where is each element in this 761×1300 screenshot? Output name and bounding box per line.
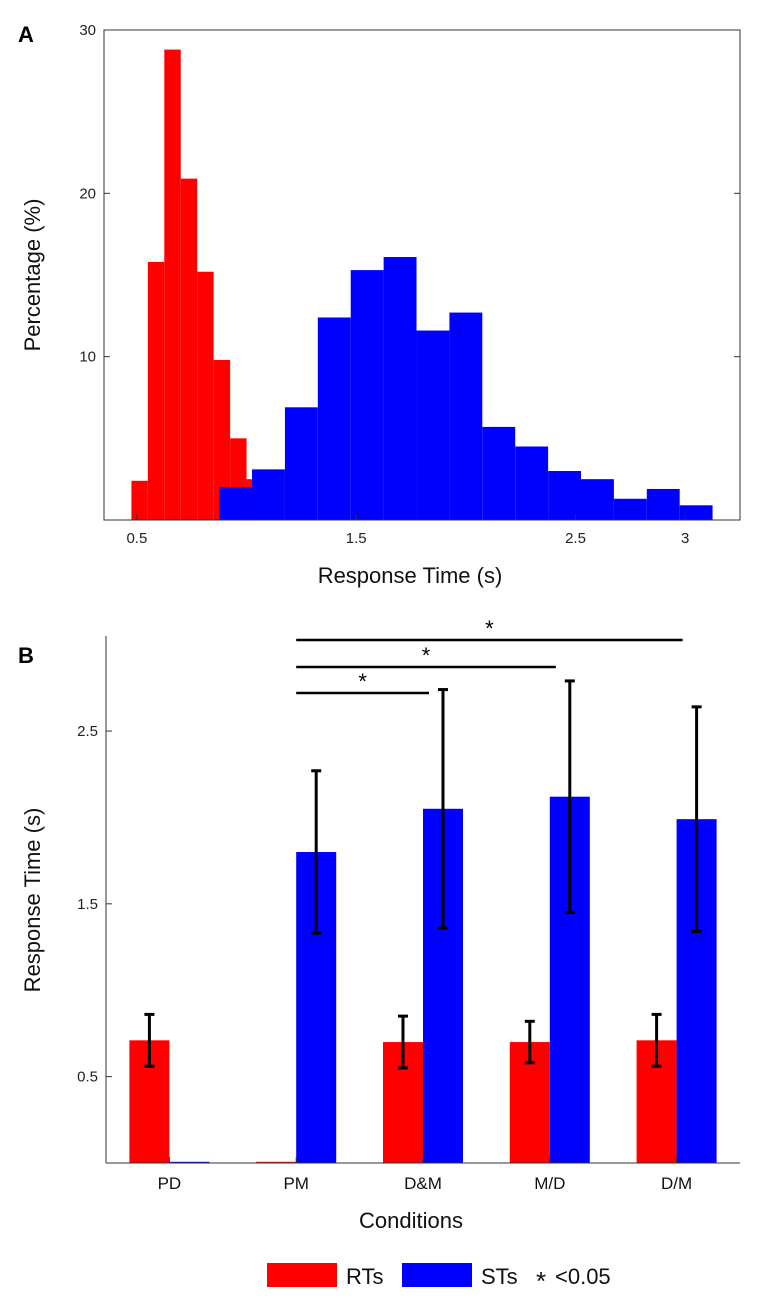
panel-b-bars (129, 796, 717, 1163)
sts-bin-13 (646, 488, 680, 520)
significance-star-M/D: * (422, 643, 431, 668)
panel-a-label: A (18, 22, 34, 47)
rts-error-bar-PD (144, 1012, 155, 1068)
x-tick-label: 2.5 (565, 530, 586, 547)
category-label-PM: PM (283, 1174, 309, 1193)
legend-asterisk: * (536, 1266, 546, 1296)
sts-bin-0 (219, 487, 253, 520)
y-tick-label: 10 (79, 349, 96, 366)
legend: RTs STs * <0.05 (267, 1263, 611, 1296)
sts-bin-8 (482, 426, 516, 520)
category-label-M/D: M/D (534, 1174, 565, 1193)
rts-bin-3 (180, 178, 198, 520)
sts-bin-6 (416, 330, 450, 520)
y-tick-label: 2.5 (77, 723, 98, 740)
sts-bin-5 (383, 257, 417, 520)
category-label-D&M: D&M (404, 1174, 442, 1193)
panel-b-category-labels: PD PM D&M M/D D/M (158, 1157, 692, 1193)
category-label-PD: PD (158, 1174, 182, 1193)
rts-histogram (131, 49, 263, 520)
panel-b-y-axis-label: Response Time (s) (20, 808, 45, 993)
panel-a-y-axis-label: Percentage (%) (20, 199, 45, 352)
panel-a-axes-box (103, 29, 741, 521)
sts-bin-3 (317, 317, 351, 520)
sts-bin-10 (548, 471, 581, 520)
sts-bin-4 (350, 270, 384, 520)
panel-b-y-ticks: 0.5 1.5 2.5 (77, 723, 112, 1086)
legend-label-sts: STs (481, 1264, 518, 1289)
sts-bin-2 (284, 407, 318, 520)
panel-b-error-bars (144, 679, 702, 1070)
x-tick-label: 3 (681, 530, 689, 547)
x-tick-label: 1.5 (346, 530, 367, 547)
rts-bin-1 (147, 261, 165, 520)
panel-b-bar-chart: B * * * 0.5 1.5 2.5 PD PM D&M M/D D/M Conditions… (18, 616, 740, 1296)
legend-swatch-sts (402, 1263, 472, 1287)
rts-bin-2 (164, 49, 181, 520)
panel-a-x-ticks: 0.5 1.5 2.5 3 (126, 514, 689, 547)
sts-error-bar-PM (311, 769, 322, 935)
significance-brackets: * * * (296, 616, 683, 695)
rts-bar-PM (256, 1161, 297, 1163)
panel-a-x-axis-label: Response Time (s) (318, 563, 503, 588)
sts-bin-11 (581, 479, 614, 520)
significance-star-D&M: * (358, 669, 367, 694)
panel-a-histogram: A 0.5 1.5 2.5 3 10 20 30 Response Time (s) Pe… (18, 22, 741, 588)
category-label-D/M: D/M (661, 1174, 692, 1193)
sts-bin-14 (679, 505, 713, 520)
sts-histogram (219, 257, 713, 520)
sts-bin-7 (449, 312, 483, 520)
y-tick-label: 30 (79, 22, 96, 39)
sts-bar-PD (169, 1161, 210, 1163)
sts-error-bar-M/D (564, 679, 575, 914)
rts-bin-0 (131, 480, 148, 520)
legend-label-rts: RTs (346, 1264, 384, 1289)
panel-a-y-ticks: 10 20 30 (79, 22, 740, 366)
y-tick-label: 0.5 (77, 1069, 98, 1086)
sts-bin-1 (252, 469, 285, 520)
sts-error-bar-D/M (691, 705, 702, 933)
legend-significance-note: <0.05 (555, 1264, 611, 1289)
significance-star-D/M: * (485, 616, 494, 641)
sts-bin-9 (515, 446, 549, 520)
sts-error-bar-D&M (438, 688, 448, 930)
rts-bin-5 (213, 359, 231, 520)
panel-b-x-axis-label: Conditions (359, 1208, 463, 1233)
panel-b-label: B (18, 643, 34, 668)
rts-bin-4 (197, 271, 214, 520)
y-tick-label: 20 (79, 185, 96, 202)
y-tick-label: 1.5 (77, 896, 98, 913)
rts-error-bar-D&M (398, 1014, 408, 1070)
x-tick-label: 0.5 (126, 530, 147, 547)
sts-bin-12 (613, 498, 647, 520)
rts-error-bar-D/M (651, 1012, 662, 1068)
legend-swatch-rts (267, 1263, 337, 1287)
rts-error-bar-M/D (524, 1019, 535, 1065)
